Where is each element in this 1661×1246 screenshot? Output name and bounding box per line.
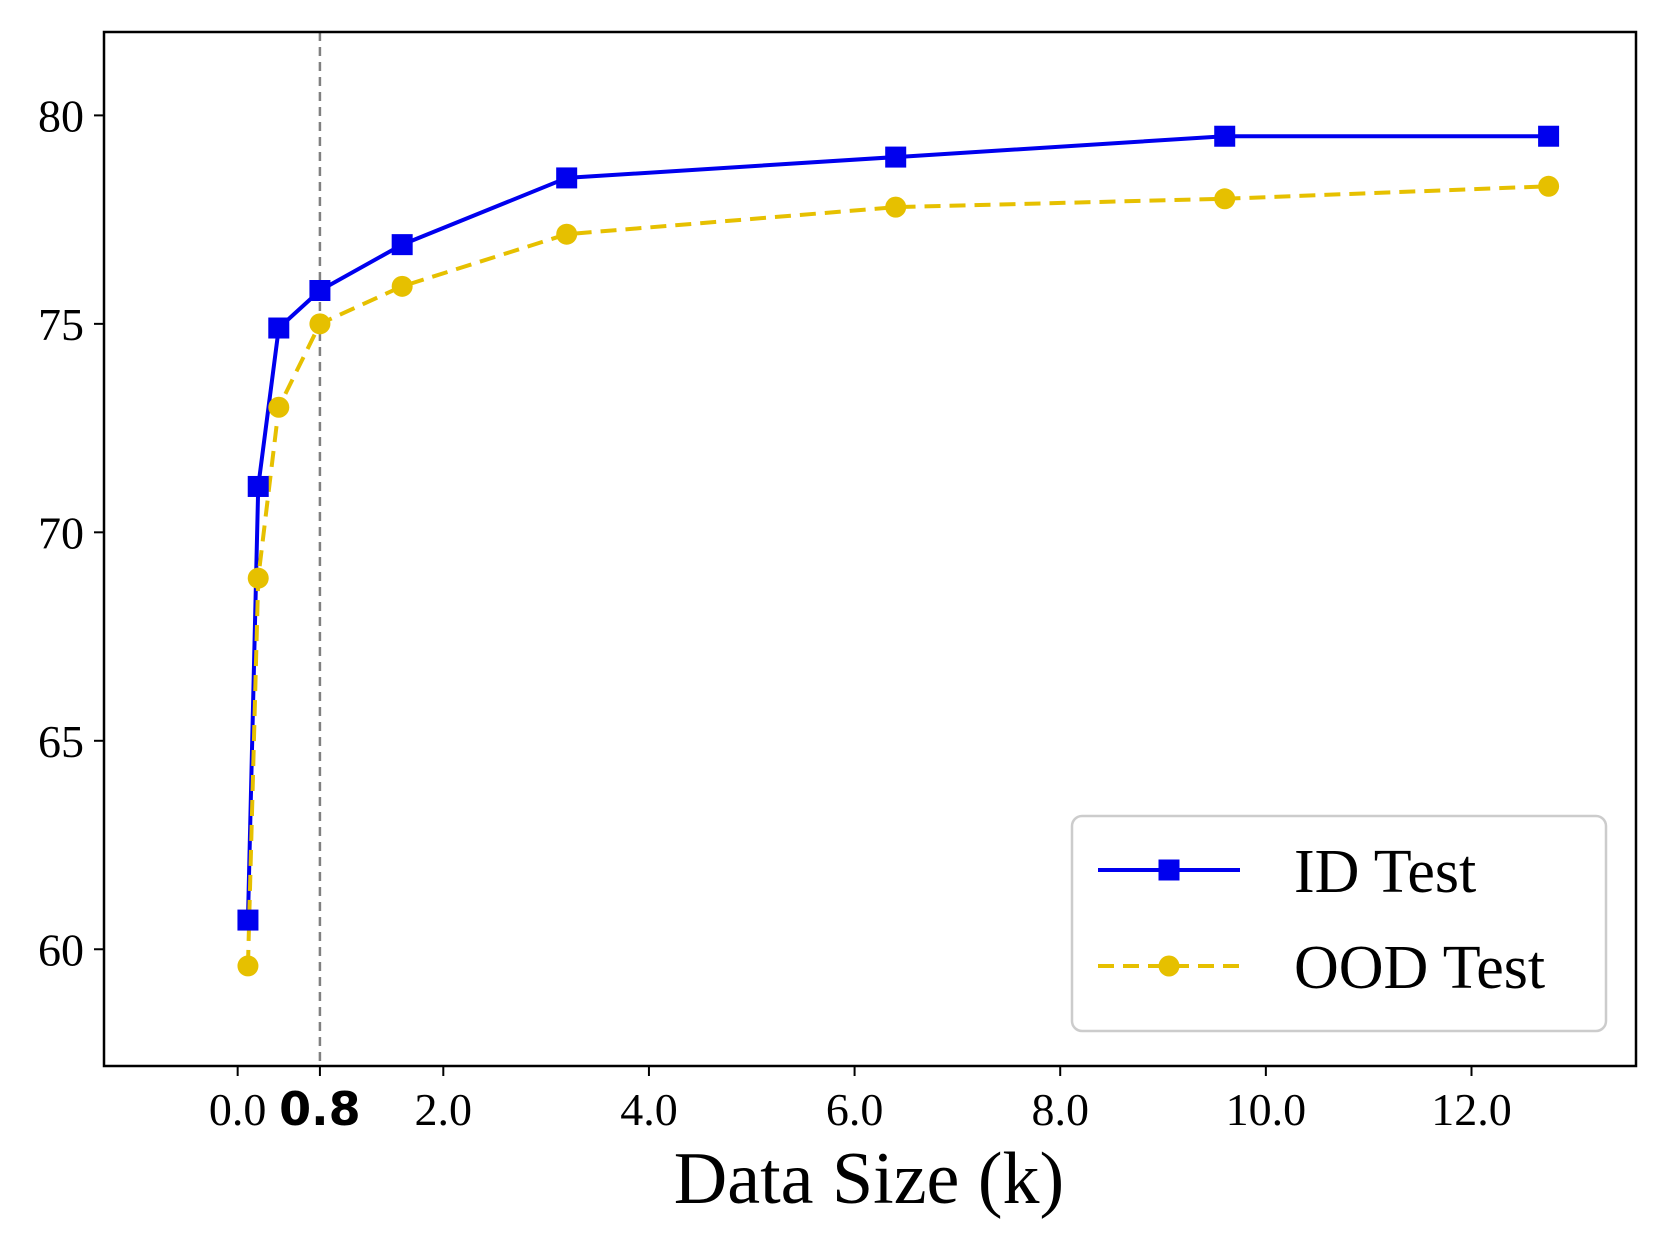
data-point-id-test <box>885 146 907 168</box>
legend-marker-id-test <box>1158 859 1180 881</box>
data-point-id-test <box>1214 125 1236 147</box>
data-point-id-test <box>268 317 290 339</box>
data-point-ood-test <box>1214 188 1236 210</box>
x-tick-label: 8.0 <box>1031 1084 1089 1135</box>
x-tick-label: 4.0 <box>620 1084 678 1135</box>
data-point-ood-test <box>556 223 578 245</box>
data-point-id-test <box>1538 125 1560 147</box>
x-tick-label: 0.0 <box>209 1084 267 1135</box>
x-axis-title: Data Size (k) <box>674 1138 1064 1220</box>
y-tick-label: 60 <box>38 924 84 975</box>
data-point-ood-test <box>885 196 907 218</box>
data-point-id-test <box>309 280 331 301</box>
data-point-ood-test <box>247 567 269 589</box>
y-tick-label: 80 <box>38 90 84 141</box>
legend-label-id-test: ID Test <box>1294 838 1476 906</box>
x-tick-label: 0.8 <box>279 1082 361 1136</box>
data-point-ood-test <box>237 955 259 977</box>
data-point-id-test <box>247 475 269 497</box>
x-tick-label: 2.0 <box>415 1084 473 1135</box>
axes-layer: 0.0 0.8 2.0 4.0 6.0 8.0 10.0 12.0 60 65 70 75 80 <box>38 30 1638 1136</box>
legend: ID Test OOD Test <box>1070 814 1608 1033</box>
data-point-id-test <box>391 234 413 256</box>
x-tick-label: 12.0 <box>1431 1084 1512 1135</box>
y-tick-label: 75 <box>38 299 84 350</box>
series-line-id-test <box>245 134 1549 921</box>
x-tick-label: 6.0 <box>826 1084 884 1135</box>
data-point-id-test <box>237 909 259 931</box>
data-point-ood-test <box>268 396 290 418</box>
legend-label-ood-test: OOD Test <box>1294 934 1545 1002</box>
data-point-ood-test <box>1538 175 1560 197</box>
data-point-id-test <box>556 167 578 189</box>
y-tick-label: 65 <box>38 716 84 767</box>
legend-marker-ood-test <box>1158 955 1180 977</box>
data-point-ood-test <box>309 313 331 335</box>
series-markers-layer <box>237 125 1560 977</box>
data-point-ood-test <box>391 275 413 297</box>
plot-frame <box>102 30 1638 1068</box>
x-tick-label: 10.0 <box>1226 1084 1307 1135</box>
y-tick-label: 70 <box>38 507 84 558</box>
series-line-ood-test <box>245 184 1549 966</box>
